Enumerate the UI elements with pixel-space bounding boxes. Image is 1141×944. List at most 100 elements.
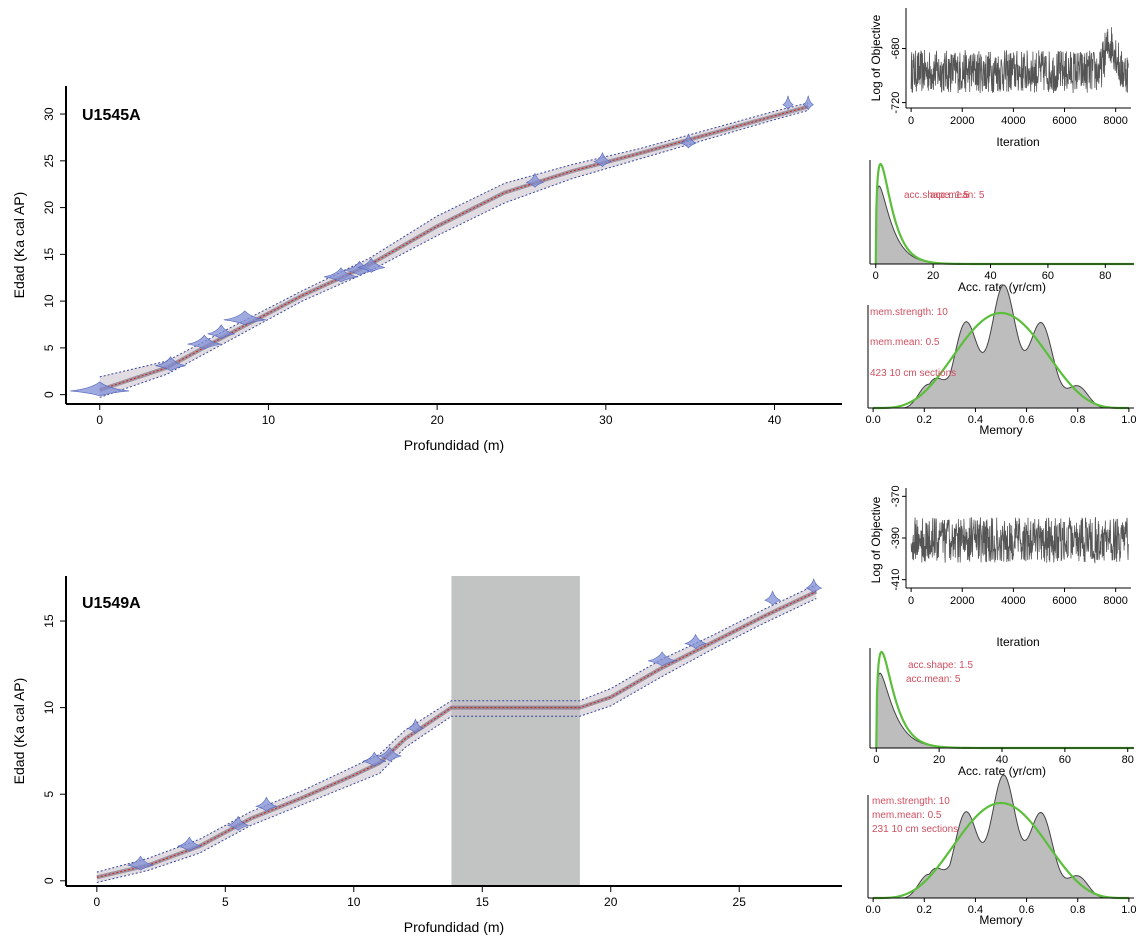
dated-sample-8 — [684, 633, 707, 649]
x-tick-label: 0.6 — [1019, 414, 1034, 426]
x-tick-label: 0 — [873, 754, 879, 766]
dated-sample-12 — [802, 95, 814, 111]
y-tick-label: 5 — [42, 344, 56, 351]
memory-panel — [867, 774, 1134, 902]
y-tick-label: 25 — [42, 154, 56, 168]
dated-sample-1 — [177, 836, 201, 852]
acc-annotation: acc.mean: 5 — [906, 674, 961, 685]
x-tick-label: 6000 — [1052, 595, 1076, 607]
y-tick-label: -680 — [890, 38, 902, 60]
x-tick-label: 80 — [1122, 754, 1134, 766]
x-tick-label: 2000 — [950, 115, 974, 127]
age-depth-panel — [60, 86, 842, 410]
dated-sample-0 — [70, 381, 130, 397]
x-tick-label: 10 — [347, 895, 361, 909]
x-axis-label: Memory — [979, 423, 1022, 437]
prior-density-line — [874, 162, 1134, 266]
y-tick-label: 20 — [42, 201, 56, 215]
dated-sample-3 — [255, 796, 278, 812]
x-tick-label: 20 — [933, 754, 945, 766]
dated-sample-6 — [406, 718, 425, 734]
x-tick-label: 60 — [1042, 270, 1054, 282]
x-tick-label: 60 — [1059, 754, 1071, 766]
acc-annotation: acc.shape: 1.5 — [908, 660, 973, 671]
dated-sample-9 — [764, 590, 782, 606]
x-tick-label: 30 — [599, 413, 613, 427]
y-tick-label: 10 — [42, 701, 56, 715]
y-axis-label: Edad (Ka cal AP) — [11, 678, 27, 785]
dated-sample-2 — [187, 334, 222, 350]
x-axis-label: Acc. rate (yr/cm) — [958, 764, 1046, 778]
x-tick-label: 0.2 — [917, 414, 932, 426]
acc-rate-panel — [869, 648, 1134, 752]
trace-x-axis-label: Iteration — [996, 635, 1039, 649]
trace-line — [910, 517, 1129, 564]
x-axis-label: Profundidad (m) — [404, 437, 504, 453]
x-tick-label: 20 — [927, 270, 939, 282]
x-tick-label: 25 — [733, 895, 747, 909]
y-tick-label: 30 — [42, 107, 56, 121]
age-depth-panel — [60, 576, 842, 892]
y-tick-label: 15 — [42, 614, 56, 628]
x-tick-label: 0.0 — [865, 904, 880, 916]
x-axis-label: Profundidad (m) — [404, 919, 504, 935]
y-tick-label: 0 — [42, 877, 56, 884]
y-tick-label: -410 — [890, 569, 902, 591]
x-tick-label: 0 — [873, 270, 879, 282]
x-tick-label: 80 — [1099, 270, 1111, 282]
dated-sample-4 — [223, 310, 266, 326]
dated-sample-0 — [127, 855, 154, 871]
mcmc-trace-panel — [902, 8, 1131, 112]
x-tick-label: 8000 — [1103, 115, 1127, 127]
memory-annotation: mem.mean: 0.5 — [870, 337, 940, 348]
model-lower-line — [99, 109, 809, 398]
memory-annotation: mem.mean: 0.5 — [872, 810, 942, 821]
x-tick-label: 1.0 — [1121, 414, 1136, 426]
posterior-density — [873, 774, 1129, 899]
model-uncertainty-band — [99, 102, 809, 398]
x-tick-label: 0 — [908, 115, 914, 127]
dated-sample-7 — [357, 257, 385, 273]
x-tick-label: 0 — [93, 895, 100, 909]
x-tick-label: 40 — [996, 754, 1008, 766]
acc-annotation: acc.shape: 1.5 — [904, 190, 969, 201]
x-tick-label: 0.4 — [968, 904, 983, 916]
acc-rate-panel — [869, 160, 1134, 268]
dated-sample-3 — [207, 324, 235, 340]
x-tick-label: 0 — [908, 595, 914, 607]
hiatus-band — [451, 576, 580, 886]
x-tick-label: 10 — [262, 413, 276, 427]
site-label: U1545A — [82, 107, 141, 124]
model-mean-line — [96, 591, 817, 878]
y-tick-label: 5 — [42, 791, 56, 798]
dated-sample-9 — [593, 151, 612, 168]
y-tick-label: -370 — [890, 485, 902, 507]
trace-y-axis-label: Log of Objective — [869, 496, 883, 583]
model-mean-line — [99, 106, 809, 391]
site-label: U1549A — [82, 595, 141, 612]
dated-sample-11 — [782, 95, 794, 111]
x-tick-label: 40 — [768, 413, 782, 427]
prior-density-line — [873, 311, 1129, 410]
dated-sample-5 — [378, 746, 402, 762]
dated-sample-8 — [525, 172, 545, 188]
x-tick-label: 8000 — [1103, 595, 1127, 607]
x-tick-label: 1.0 — [1121, 904, 1136, 916]
x-tick-label: 15 — [476, 895, 490, 909]
x-tick-label: 0.4 — [968, 414, 983, 426]
x-tick-label: 0 — [96, 413, 103, 427]
model-upper-line — [99, 102, 809, 378]
memory-annotation: mem.strength: 10 — [870, 307, 948, 318]
x-tick-label: 4000 — [1001, 115, 1025, 127]
model-lower-line — [96, 598, 817, 884]
trace-line — [910, 27, 1129, 94]
x-tick-label: 0.8 — [1070, 904, 1085, 916]
trace-x-axis-label: Iteration — [996, 135, 1039, 149]
y-tick-label: -390 — [890, 527, 902, 549]
x-tick-label: 4000 — [1001, 595, 1025, 607]
x-tick-label: 6000 — [1052, 115, 1076, 127]
x-tick-label: 20 — [604, 895, 618, 909]
x-axis-label: Memory — [979, 913, 1022, 927]
dated-sample-7 — [647, 651, 677, 667]
